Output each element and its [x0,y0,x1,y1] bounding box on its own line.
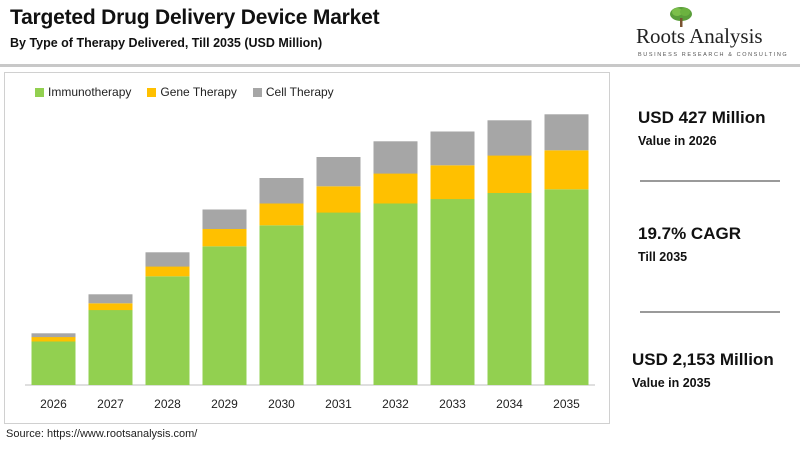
legend-label: Cell Therapy [265,85,334,99]
chart-area: 2026 2027 2028 2029 2030 2031 2032 2033 2034 2035… [4,72,610,424]
bar-segment-immunotherapy-2032 [373,203,418,385]
x-tick-label: 2030 [268,397,295,411]
logo-name: Roots Analysis [636,24,763,48]
x-tick-label: 2032 [382,397,409,411]
bar-segment-cell-therapy-2032 [373,141,418,174]
bar-segment-immunotherapy-2029 [202,246,247,386]
x-tick-label: 2028 [154,397,181,411]
bar-segment-gene-therapy-2033 [430,165,475,200]
source-note: Source: https://www.rootsanalysis.com/ [6,428,198,440]
header-divider [0,64,800,67]
bar-segment-immunotherapy-2026 [31,341,76,385]
bar-segment-cell-therapy-2028 [145,252,190,267]
bar-segment-gene-therapy-2026 [31,337,76,342]
bar-segment-gene-therapy-2028 [145,266,190,277]
legend-swatch [147,87,157,97]
x-tick-label: 2029 [211,397,238,411]
kpi-divider [640,311,780,313]
roots-analysis-logo: Roots Analysis BUSINESS RESEARCH & CONSU… [630,6,790,62]
bar-segment-immunotherapy-2033 [430,199,475,385]
logo-tagline: BUSINESS RESEARCH & CONSULTING [638,52,789,58]
x-tick-label: 2035 [553,397,580,411]
bar-segment-immunotherapy-2030 [259,225,304,386]
legend-label: Gene Therapy [160,85,237,99]
bar-segment-cell-therapy-2035 [544,114,589,151]
bar-segment-gene-therapy-2034 [487,155,532,193]
bar-segment-cell-therapy-2026 [31,333,76,338]
bar-segment-gene-therapy-2027 [88,303,133,311]
bar-segment-immunotherapy-2028 [145,276,190,386]
bar-segment-gene-therapy-2031 [316,186,361,213]
legend-item-gene-therapy: Gene Therapy [147,85,237,99]
x-tick-label: 2031 [325,397,352,411]
legend-swatch [252,87,262,97]
chart-legend: Immunotherapy Gene Therapy Cell Therapy [35,85,334,99]
chart-title: Targeted Drug Delivery Device Market [10,6,380,29]
kpi-label-cagr: Till 2035 [638,250,688,264]
kpi-value-2035: USD 2,153 Million [632,350,774,369]
bar-segment-gene-therapy-2029 [202,229,247,247]
kpi-value-2026: USD 427 Million [638,108,766,127]
bar-segment-gene-therapy-2030 [259,203,304,226]
bar-segment-immunotherapy-2027 [88,310,133,385]
x-tick-label: 2034 [496,397,523,411]
bar-segment-cell-therapy-2027 [88,294,133,304]
bar-segment-cell-therapy-2031 [316,157,361,187]
chart-subtitle: By Type of Therapy Delivered, Till 2035 … [10,36,323,50]
x-tick-label: 2027 [97,397,124,411]
kpi-label-2026: Value in 2026 [638,134,717,148]
kpi-value-cagr: 19.7% CAGR [638,224,741,243]
bar-segment-cell-therapy-2029 [202,209,247,229]
legend-label: Immunotherapy [48,85,132,99]
bar-segment-gene-therapy-2035 [544,150,589,190]
legend-item-immunotherapy: Immunotherapy [35,85,131,99]
kpi-divider [640,180,780,182]
bar-segment-immunotherapy-2034 [487,193,532,385]
bar-segment-cell-therapy-2033 [430,131,475,166]
bar-segment-immunotherapy-2031 [316,212,361,385]
x-tick-label: 2033 [439,397,466,411]
tree-logo-icon [670,7,692,27]
x-tick-label: 2026 [40,397,67,411]
bar-segment-cell-therapy-2034 [487,120,532,156]
kpi-label-2035: Value in 2035 [632,376,711,390]
legend-swatch [35,87,44,97]
bar-segment-immunotherapy-2035 [544,189,589,386]
bar-segment-gene-therapy-2032 [373,173,418,204]
bar-segment-cell-therapy-2030 [259,178,304,204]
stacked-bar-chart: 2026 2027 2028 2029 2030 2031 2032 2033 2034 2035 [25,114,595,411]
legend-item-cell-therapy: Cell Therapy [252,85,334,99]
